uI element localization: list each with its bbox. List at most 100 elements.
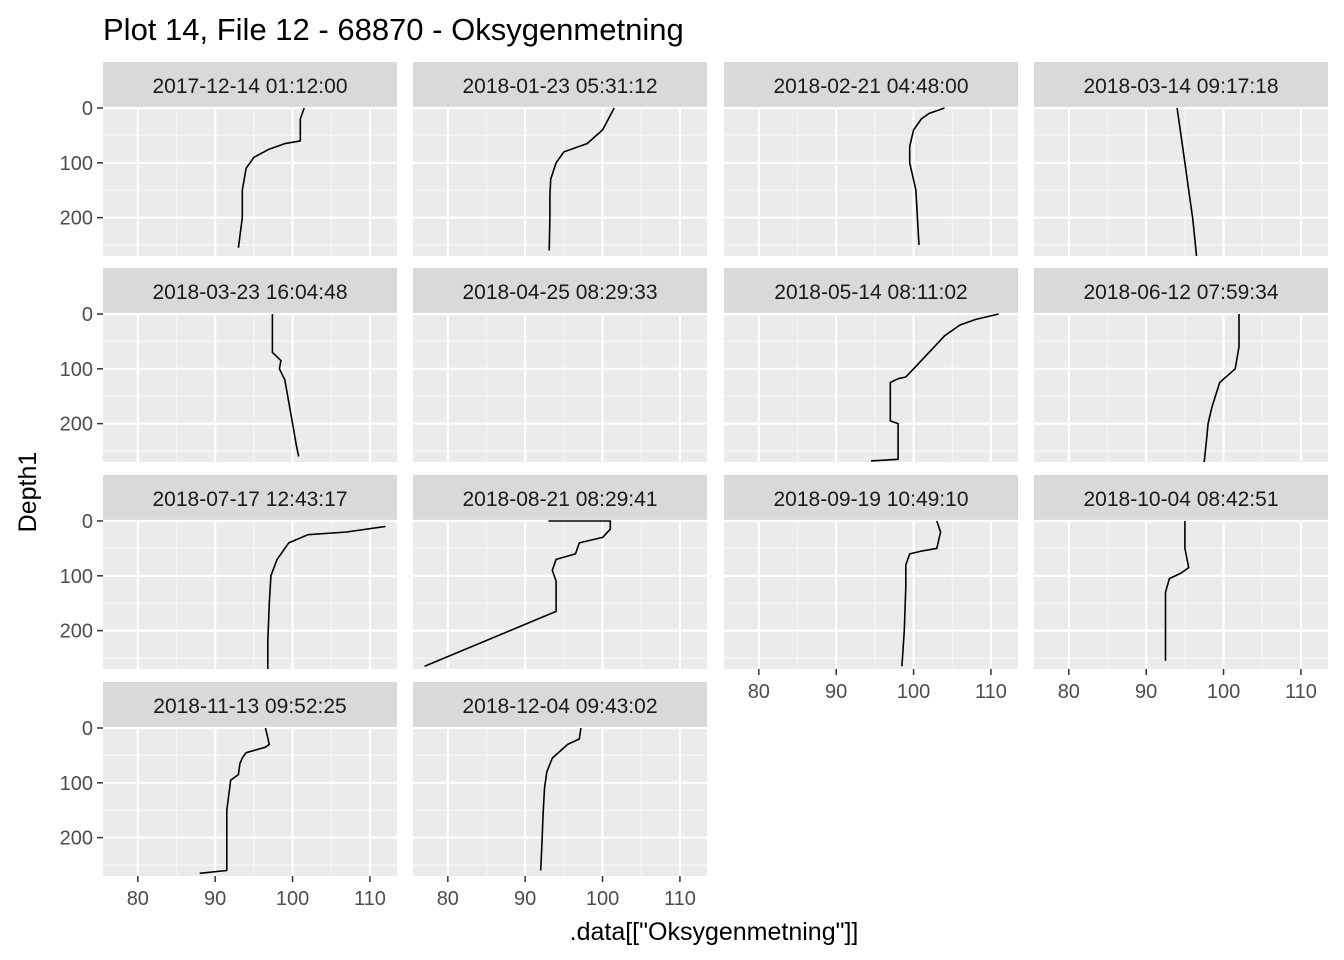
profile-line (266, 525, 386, 669)
strip-background (1034, 268, 1328, 314)
x-tick-label: 100 (1207, 681, 1240, 703)
strip-label: 2018-02-21 04:48:00 (774, 75, 969, 98)
x-tick-label: 90 (825, 681, 847, 703)
panel-background (724, 521, 1018, 669)
profile-line (870, 313, 999, 462)
strip-background (103, 682, 397, 728)
strip-background (103, 475, 397, 521)
x-tick-label: 80 (748, 681, 770, 703)
strip-label: 2018-08-21 08:29:41 (463, 488, 658, 511)
panel-background (103, 728, 397, 876)
facet-panel: 2018-05-14 08:11:02 (724, 268, 1018, 462)
x-tick-label: 110 (1285, 681, 1317, 703)
facet-panel: 2018-07-17 12:43:17 (103, 475, 397, 669)
y-tick-label: 100 (60, 773, 93, 795)
panels: 2017-12-14 01:12:00 2018-01-23 05:31:12 20… (103, 62, 1328, 876)
strip-background (413, 268, 707, 314)
profile-line (424, 520, 612, 668)
profile-line (237, 107, 305, 248)
panel-background (103, 108, 397, 256)
panel-background (103, 521, 397, 669)
x-tick-label: 110 (975, 681, 1007, 703)
panel-background (413, 314, 707, 462)
y-tick-label: 200 (60, 414, 93, 436)
y-tick-label: 0 (82, 98, 93, 120)
y-tick-label: 200 (60, 621, 93, 643)
y-tick-label: 200 (60, 828, 93, 850)
profile-line (271, 314, 300, 457)
facet-panel: 2018-01-23 05:31:12 (413, 62, 707, 256)
x-tick-label: 90 (204, 888, 226, 910)
x-tick-label: 80 (127, 888, 149, 910)
profile-line (1176, 107, 1198, 257)
panel-background (413, 108, 707, 256)
x-tick-label: 90 (1135, 681, 1157, 703)
y-tick-label: 0 (82, 718, 93, 740)
axes: 0 100 200 0 100 200 0 100 200 80 90 100 110 80 90 100 11… (60, 98, 1317, 910)
profile-line (1203, 314, 1240, 463)
panel-background (1034, 521, 1328, 669)
facet-panel: 2018-06-12 07:59:34 (1034, 268, 1328, 463)
strip-background (103, 62, 397, 108)
strip-background (724, 475, 1018, 521)
x-tick-label: 80 (1058, 681, 1080, 703)
strip-background (103, 268, 397, 314)
x-tick-label: 100 (276, 888, 309, 910)
strip-label: 2018-11-13 09:52:25 (153, 695, 346, 718)
y-tick-label: 0 (82, 304, 93, 326)
panel-background (724, 108, 1018, 256)
facet-panel: 2018-03-14 09:17:18 (1034, 62, 1328, 257)
facet-panel: 2018-10-04 08:42:51 (1034, 475, 1328, 669)
panel-background (413, 521, 707, 669)
y-tick-label: 100 (60, 566, 93, 588)
strip-label: 2018-05-14 08:11:02 (774, 281, 967, 304)
x-tick-label: 100 (897, 681, 930, 703)
x-tick-label: 100 (586, 888, 619, 910)
facet-panel: 2018-09-19 10:49:10 (724, 475, 1018, 669)
strip-background (1034, 475, 1328, 521)
profile-line (901, 520, 942, 667)
strip-label: 2018-10-04 08:42:51 (1084, 488, 1279, 511)
strip-label: 2017-12-14 01:12:00 (153, 75, 348, 98)
x-tick-label: 80 (437, 888, 459, 910)
facet-panel: 2018-11-13 09:52:25 (103, 682, 397, 876)
facet-panel: 2017-12-14 01:12:00 (103, 62, 397, 256)
facet-panel: 2018-03-23 16:04:48 (103, 268, 397, 462)
strip-background (413, 475, 707, 521)
y-tick-label: 100 (60, 153, 93, 175)
strip-background (1034, 62, 1328, 108)
chart-title: Plot 14, File 12 - 68870 - Oksygenmetnin… (103, 12, 684, 47)
x-axis-title: .data[["Oksygenmetning"]] (570, 918, 859, 946)
facet-panel: 2018-04-25 08:29:33 (413, 268, 707, 462)
panel-background (724, 314, 1018, 462)
y-tick-label: 100 (60, 359, 93, 381)
facet-panel: 2018-02-21 04:48:00 (724, 62, 1018, 256)
strip-background (724, 62, 1018, 108)
profile-line (548, 107, 615, 251)
strip-background (724, 268, 1018, 314)
y-tick-label: 0 (82, 511, 93, 533)
x-tick-label: 110 (664, 888, 696, 910)
strip-label: 2018-06-12 07:59:34 (1084, 281, 1279, 304)
strip-label: 2018-12-04 09:43:02 (463, 695, 658, 718)
profile-line (539, 727, 582, 871)
profile-line (1164, 521, 1190, 661)
panel-background (413, 728, 707, 876)
strip-label: 2018-03-14 09:17:18 (1084, 75, 1279, 98)
strip-label: 2018-03-23 16:04:48 (153, 281, 348, 304)
strip-label: 2018-01-23 05:31:12 (463, 75, 658, 98)
y-tick-label: 200 (60, 208, 93, 230)
y-axis-title: Depth1 (14, 452, 42, 533)
strip-background (413, 62, 707, 108)
strip-background (413, 682, 707, 728)
strip-label: 2018-09-19 10:49:10 (774, 488, 969, 511)
profile-line (199, 727, 271, 875)
panel-background (103, 314, 397, 462)
strip-label: 2018-04-25 08:29:33 (463, 281, 658, 304)
profile-line (908, 107, 945, 246)
panel-background (1034, 314, 1328, 462)
strip-label: 2018-07-17 12:43:17 (153, 488, 348, 511)
x-tick-label: 90 (514, 888, 536, 910)
facet-panel: 2018-12-04 09:43:02 (413, 682, 707, 876)
facet-panel: 2018-08-21 08:29:41 (413, 475, 707, 669)
